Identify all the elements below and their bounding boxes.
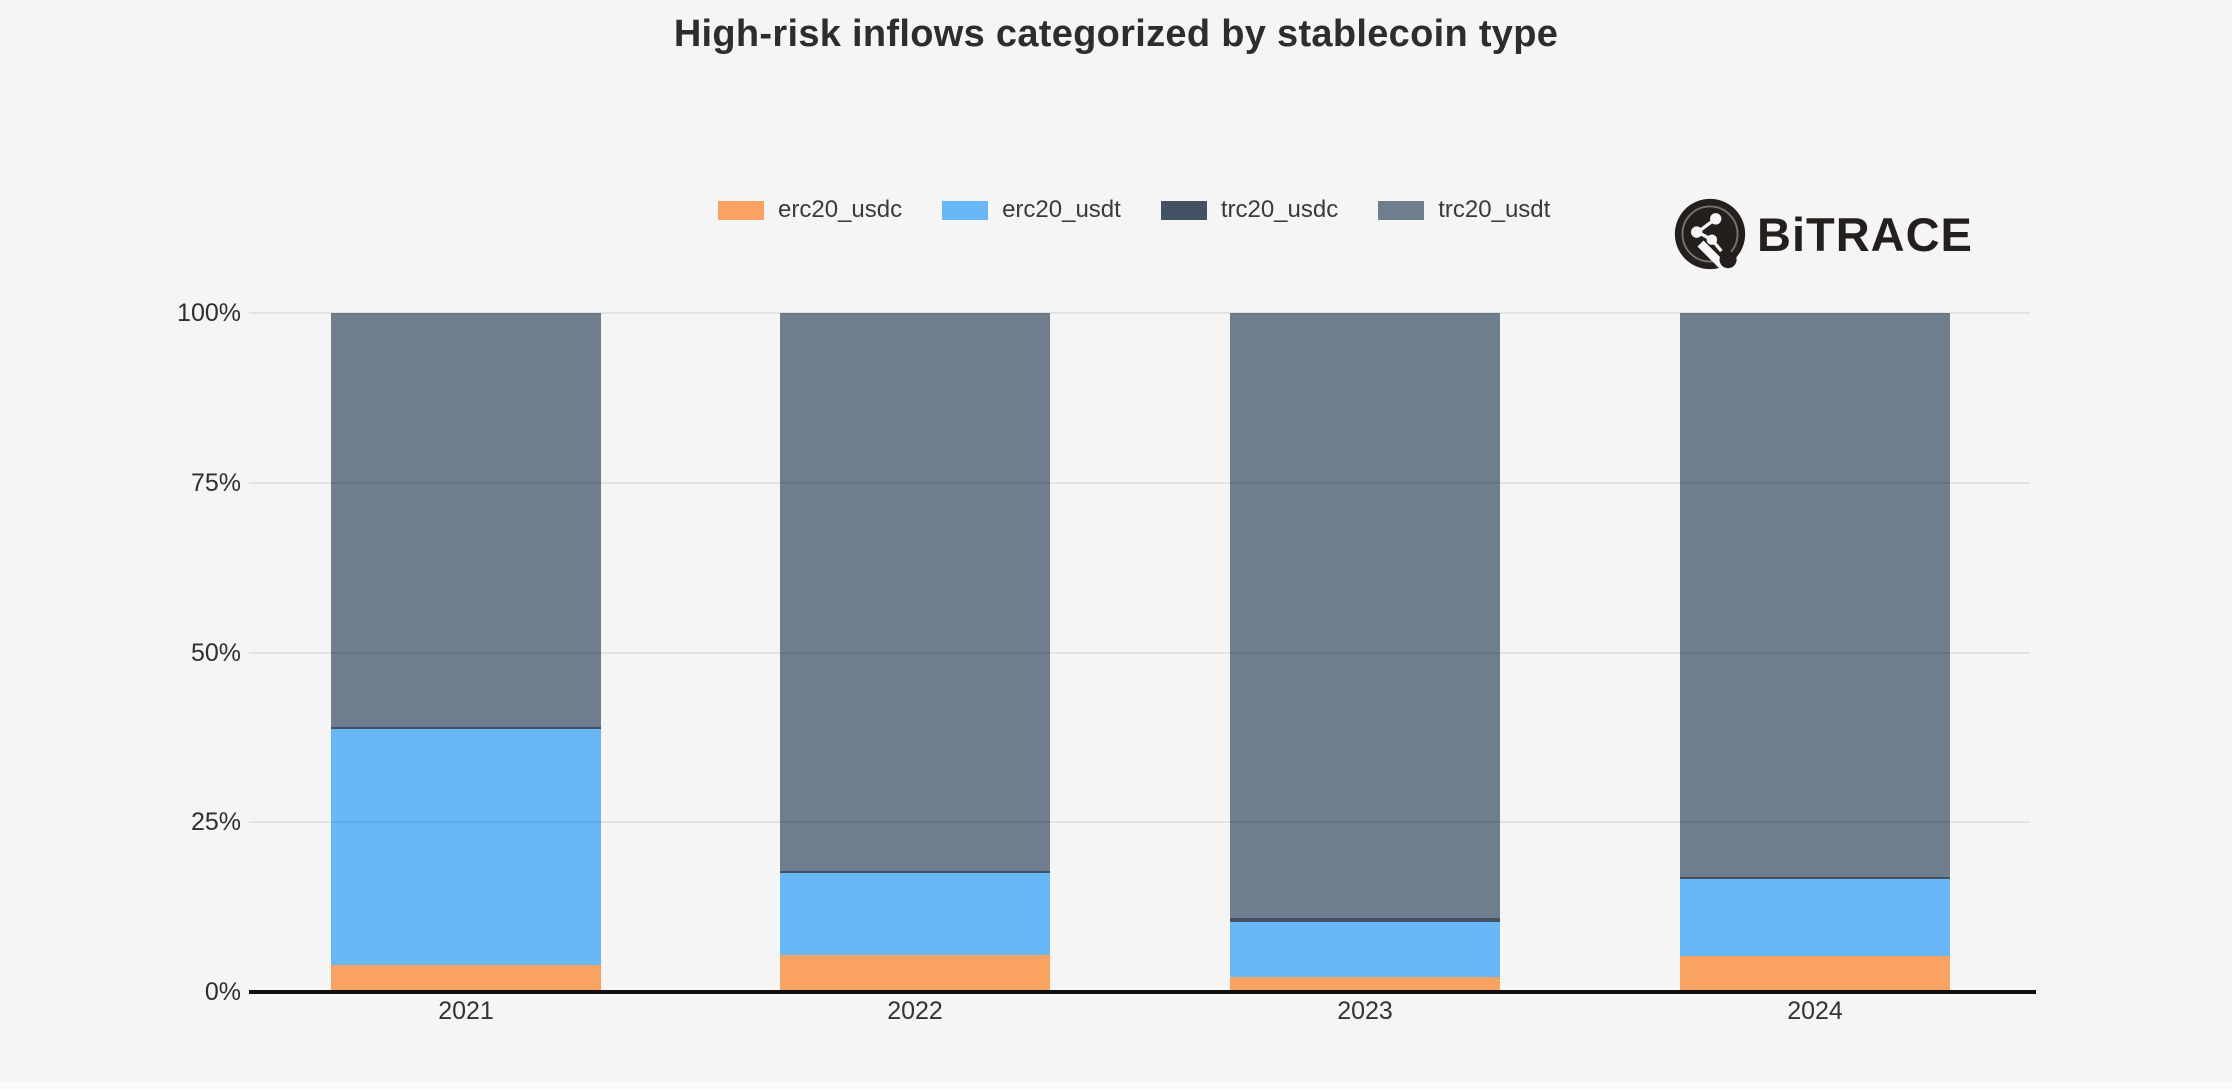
gridline-50% <box>249 651 2030 654</box>
y-axis-label-25%: 25% <box>190 808 241 837</box>
legend-swatch-trc20_usdc <box>1160 200 1207 220</box>
legend-swatch-erc20_usdt <box>942 200 989 220</box>
bar-segment-trc20_usdc-2022 <box>780 871 1050 874</box>
legend-item-trc20_usdt[interactable]: trc20_usdt <box>1378 196 1550 224</box>
bar-segment-trc20_usdt-2023 <box>1230 313 1500 919</box>
stacked-bar-2024 <box>1680 313 1950 992</box>
y-axis-label-50%: 50% <box>190 638 241 667</box>
legend-item-erc20_usdt[interactable]: erc20_usdt <box>942 196 1121 224</box>
legend-label-trc20_usdc: trc20_usdc <box>1220 196 1339 223</box>
bar-segment-trc20_usdc-2023 <box>1230 918 1500 923</box>
x-axis-label-2023: 2023 <box>1337 997 1393 1025</box>
y-axis-label-75%: 75% <box>190 468 241 497</box>
y-axis-label-100%: 100% <box>177 299 241 327</box>
legend: erc20_usdc erc20_usdt trc20_usdc trc20_usdt <box>718 194 1550 226</box>
legend-item-trc20_usdc[interactable]: trc20_usdc <box>1160 196 1339 224</box>
stacked-bar-2021 <box>331 313 601 992</box>
y-axis-label-0%: 0% <box>204 978 241 1006</box>
legend-label-trc20_usdt: trc20_usdt <box>1438 196 1551 223</box>
stacked-bar-2023 <box>1230 313 1500 992</box>
bar-segment-erc20_usdc-2021 <box>331 964 601 992</box>
bar-segment-erc20_usdt-2022 <box>780 873 1050 956</box>
bar-segment-trc20_usdc-2021 <box>331 727 601 730</box>
gridline-25% <box>249 821 2030 824</box>
bar-segment-trc20_usdt-2021 <box>331 313 601 728</box>
legend-swatch-erc20_usdc <box>718 200 764 220</box>
legend-label-erc20_usdt: erc20_usdt <box>1002 196 1121 223</box>
bar-segment-erc20_usdt-2023 <box>1230 922 1500 978</box>
stacked-bar-2022 <box>780 313 1050 992</box>
gridline-100% <box>249 312 2030 314</box>
x-axis-label-2022: 2022 <box>887 997 943 1025</box>
bar-segment-erc20_usdc-2024 <box>1680 956 1950 992</box>
bar-segment-erc20_usdc-2022 <box>780 955 1050 992</box>
bitrace-logo-icon <box>1674 198 1746 272</box>
bitrace-logo-text: BiTRACE <box>1757 207 1973 261</box>
chart-title: High-risk inflows categorized by stablec… <box>673 13 1559 55</box>
legend-swatch-trc20_usdt <box>1378 200 1425 220</box>
bar-segment-erc20_usdc-2023 <box>1230 977 1500 992</box>
x-axis-label-2021: 2021 <box>438 997 494 1025</box>
bottom-strip <box>0 1082 2232 1089</box>
x-axis-label-2024: 2024 <box>1787 997 1843 1025</box>
bar-segment-erc20_usdt-2024 <box>1680 879 1950 957</box>
legend-item-erc20_usdc[interactable]: erc20_usdc <box>718 196 902 224</box>
legend-label-erc20_usdc: erc20_usdc <box>778 196 903 223</box>
x-axis-line <box>249 990 2036 994</box>
bar-segment-trc20_usdt-2024 <box>1680 313 1950 878</box>
gridline-75% <box>249 481 2030 484</box>
bar-segment-erc20_usdt-2021 <box>331 729 601 965</box>
bar-segment-trc20_usdt-2022 <box>780 313 1050 872</box>
brand-logo: BiTRACE <box>1672 196 1973 272</box>
bar-segment-trc20_usdc-2024 <box>1680 877 1950 880</box>
